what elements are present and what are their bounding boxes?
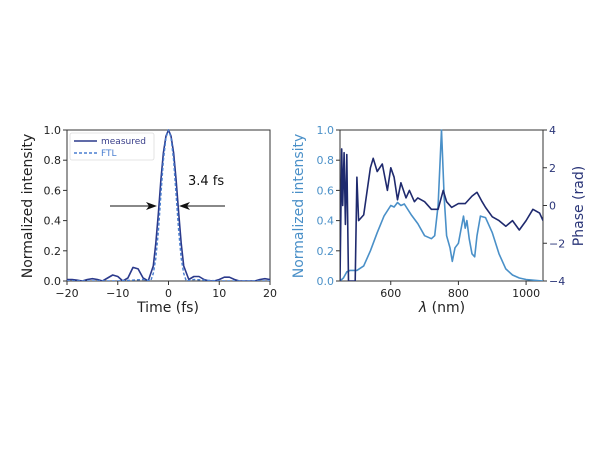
right-y-tick-label: 4 <box>549 124 556 137</box>
x-tick-label: 20 <box>263 287 277 300</box>
fwhm-arrowhead-left <box>146 202 157 210</box>
fwhm-annotation: 3.4 fs <box>188 174 224 189</box>
y-tick-label: 0.0 <box>44 275 62 288</box>
x-tick-label: 800 <box>448 287 469 300</box>
right-x-axis-label: λ (nm) <box>418 300 465 316</box>
lambda-symbol: λ <box>418 300 427 316</box>
y-tick-label: 0.4 <box>317 215 335 228</box>
series-line-intensity <box>340 129 543 281</box>
y-tick-label: 0.6 <box>317 184 335 197</box>
left-plot: −20 −10 0 10 20 0.0 0.2 0.4 0.6 0.8 1.0 measured F… <box>20 124 277 316</box>
y-tick-label: 0.6 <box>44 184 62 197</box>
right-y-tick-label: −4 <box>549 275 565 288</box>
y-tick-label: 1.0 <box>44 124 62 137</box>
right-y-tick-label: 0 <box>549 200 556 213</box>
series-line-phase <box>340 148 543 281</box>
x-unit: (nm) <box>427 300 465 316</box>
x-tick-label: −10 <box>106 287 129 300</box>
y-tick-label: 0.8 <box>44 154 62 167</box>
x-tick-label: 600 <box>380 287 401 300</box>
right-axes-frame <box>339 129 544 282</box>
right-y-tick-label: −2 <box>549 237 565 250</box>
series-line-ftl <box>67 129 270 281</box>
right-y-tick-label: 2 <box>549 162 556 175</box>
x-tick-label: 0 <box>165 287 172 300</box>
left-x-axis-label: Time (fs) <box>136 300 199 316</box>
x-tick-label: 1000 <box>512 287 540 300</box>
y-tick-label: 1.0 <box>317 124 335 137</box>
x-tick-label: 10 <box>212 287 226 300</box>
right-plot: 600 800 1000 0.0 0.2 0.4 0.6 0.8 1.0 −4 −2 0 2 4 λ (n… <box>291 124 587 316</box>
right-y-axis-label-right: Phase (rad) <box>571 166 587 246</box>
legend-measured-label: measured <box>101 137 146 147</box>
y-tick-label: 0.4 <box>44 215 62 228</box>
y-tick-label: 0.2 <box>317 245 335 258</box>
left-y-axis-label: Normalized intensity <box>20 134 36 279</box>
legend: measured FTL <box>69 132 155 161</box>
fwhm-arrowhead-right <box>179 202 190 210</box>
y-tick-label: 0.8 <box>317 154 335 167</box>
right-y-axis-label-left: Normalized intensity <box>291 134 307 279</box>
legend-ftl-label: FTL <box>101 149 117 159</box>
y-tick-label: 0.0 <box>317 275 335 288</box>
x-tick-label: −20 <box>55 287 78 300</box>
y-tick-label: 0.2 <box>44 245 62 258</box>
